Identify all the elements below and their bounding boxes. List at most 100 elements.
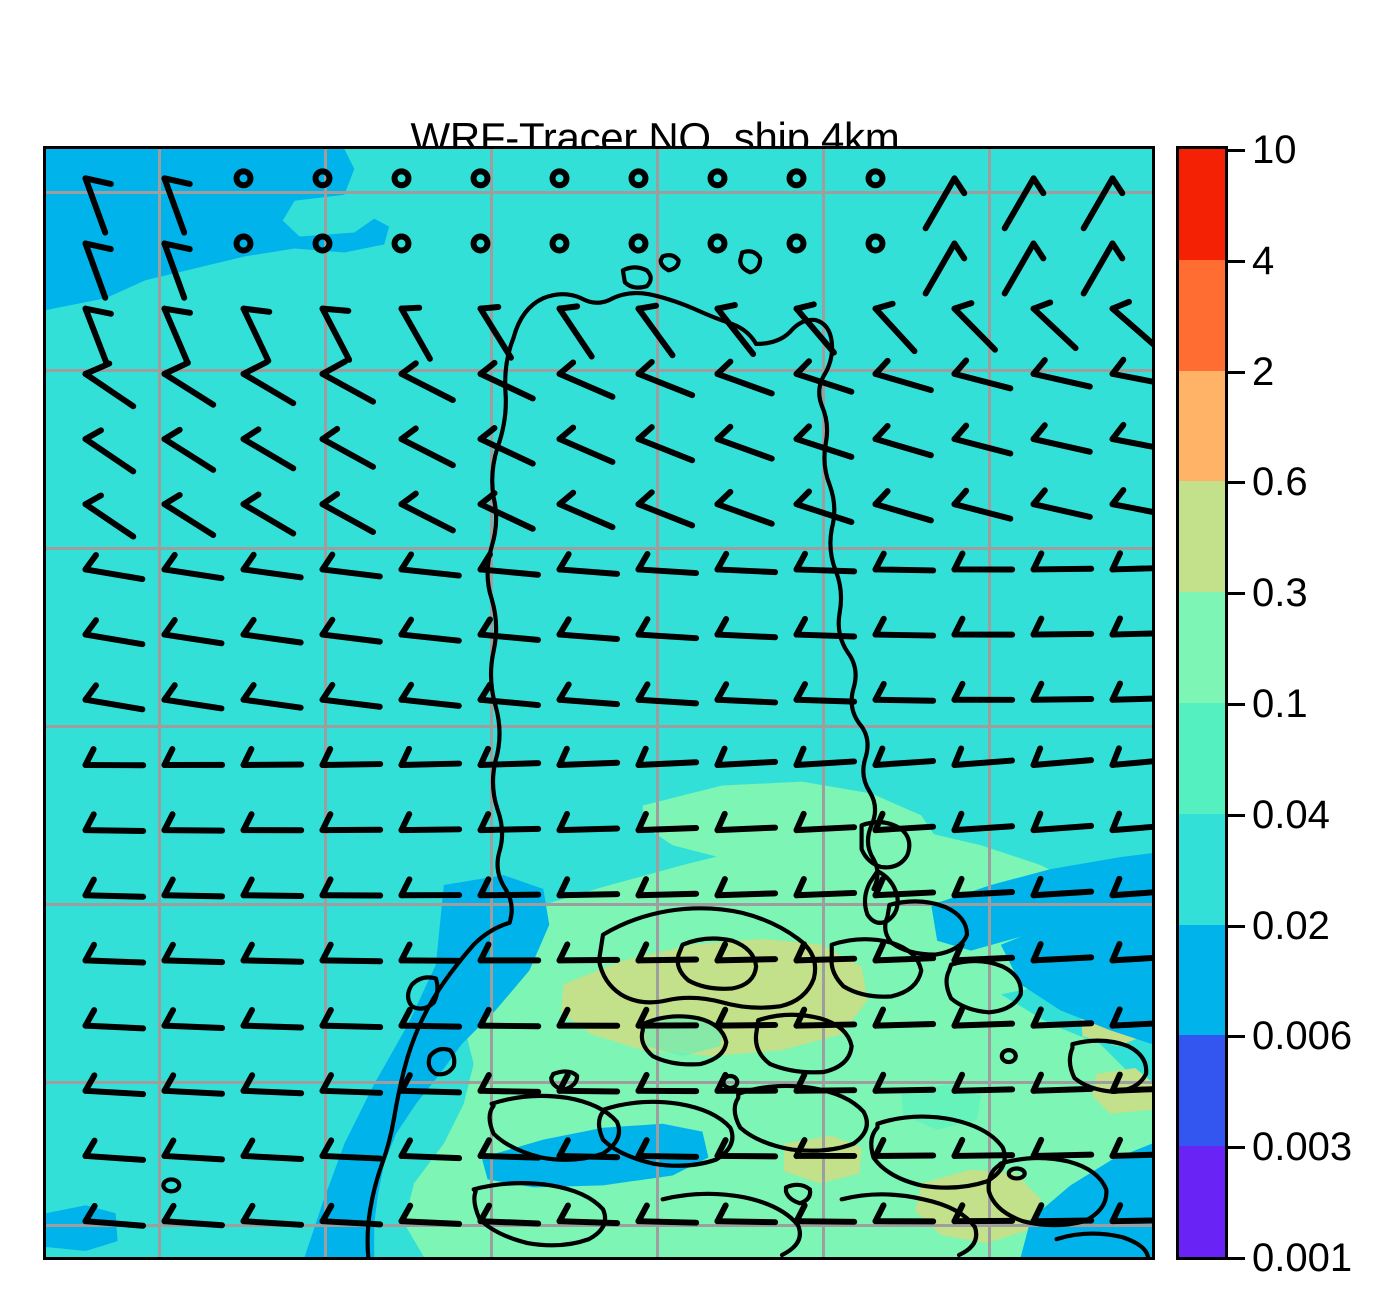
wind-barb xyxy=(638,1075,696,1091)
wind-barb xyxy=(481,944,539,960)
wind-barb xyxy=(85,1010,143,1029)
wind-barb xyxy=(797,1205,855,1222)
wind-barb xyxy=(876,1205,934,1221)
wind-barb xyxy=(954,876,1012,895)
wind-barb xyxy=(638,1009,696,1025)
wind-barb xyxy=(401,879,459,895)
map-panel[interactable] xyxy=(43,146,1155,1260)
wind-barb xyxy=(717,1205,775,1222)
wind-barb xyxy=(876,298,927,351)
wind-barb xyxy=(401,301,443,359)
wind-barb xyxy=(243,749,301,765)
wind-barb-calm xyxy=(632,237,646,251)
colorbar[interactable] xyxy=(1176,146,1228,1260)
wind-barb xyxy=(164,1075,222,1094)
wind-barb xyxy=(717,812,775,830)
wind-barb xyxy=(717,1075,775,1091)
wind-barb xyxy=(244,944,302,961)
wind-barb xyxy=(1113,297,1152,347)
wind-barb xyxy=(1033,941,1091,960)
wind-barb xyxy=(244,355,305,403)
wind-barb-calm xyxy=(553,237,567,251)
wind-barb xyxy=(1112,682,1152,700)
wind-barb xyxy=(401,554,460,576)
wind-barb xyxy=(954,942,1012,961)
wind-barb xyxy=(560,359,619,397)
wind-barb xyxy=(323,554,382,577)
wind-barb xyxy=(401,490,460,530)
wind-barb xyxy=(1032,810,1091,830)
wind-barb-calm xyxy=(316,171,330,185)
wind-barb xyxy=(85,1075,144,1094)
wind-barb xyxy=(1033,1139,1091,1156)
wind-barb xyxy=(1113,358,1152,385)
wind-barb xyxy=(85,814,143,831)
wind-barb xyxy=(85,945,143,963)
wind-barb xyxy=(481,684,540,705)
wind-barb xyxy=(85,236,125,298)
wind-barb xyxy=(1112,1073,1152,1091)
wind-barb xyxy=(638,944,696,961)
wind-barb xyxy=(954,1139,1012,1156)
wind-barb xyxy=(1112,1007,1152,1026)
colorbar-tick-label: 4 xyxy=(1252,238,1275,283)
colorbar-tick-label: 0.001 xyxy=(1252,1236,1353,1280)
wind-barb xyxy=(796,943,854,961)
colorbar-tick xyxy=(1228,149,1245,152)
colorbar-tick-label: 10 xyxy=(1252,128,1297,172)
wind-barb xyxy=(401,1075,459,1093)
wind-barb xyxy=(953,745,1012,765)
wind-barb xyxy=(926,178,969,236)
wind-barb xyxy=(1032,744,1091,765)
wind-barb xyxy=(560,490,619,528)
wind-barb xyxy=(481,619,540,640)
wind-barb xyxy=(876,554,934,571)
wind-barb xyxy=(1005,243,1048,301)
wind-barb xyxy=(322,748,380,765)
colorbar-segment xyxy=(1179,370,1225,482)
wind-barb xyxy=(1034,424,1094,452)
wind-barb xyxy=(480,879,538,896)
wind-barb xyxy=(954,358,1014,388)
wind-barb xyxy=(164,1010,222,1028)
wind-barb xyxy=(875,1140,933,1156)
wind-barb xyxy=(164,1205,223,1225)
wind-barb xyxy=(875,1008,933,1026)
wind-barb xyxy=(401,1140,459,1158)
colorbar-tick-label: 0.6 xyxy=(1252,460,1308,505)
colorbar-tick-label: 2 xyxy=(1252,349,1275,394)
wind-barb xyxy=(480,747,538,765)
wind-barb xyxy=(480,813,538,830)
wind-barb xyxy=(797,359,857,392)
wind-barb xyxy=(796,746,855,765)
wind-barb xyxy=(244,619,303,643)
wind-barb xyxy=(875,811,934,830)
wind-barb xyxy=(797,619,855,637)
colorbar-segment xyxy=(1179,924,1225,1036)
wind-barb xyxy=(560,684,619,704)
wind-barb xyxy=(875,1074,933,1091)
wind-barb xyxy=(244,425,302,468)
wind-barb xyxy=(717,554,775,573)
wind-barb xyxy=(481,1075,539,1092)
wind-barb xyxy=(876,424,936,455)
wind-barb xyxy=(164,944,222,962)
colorbar-tick xyxy=(1228,1035,1245,1039)
wind-barb xyxy=(638,812,696,830)
wind-barb xyxy=(875,942,933,960)
wind-barb xyxy=(323,490,381,532)
wind-barb xyxy=(401,944,459,960)
wind-barb xyxy=(164,814,222,830)
wind-barb xyxy=(560,1140,618,1157)
wind-barb xyxy=(1112,552,1152,570)
colorbar-labels: 10 4 2 0.6 0.3 0.1 0.04 0.02 0.006 0.003 0.001 xyxy=(1248,130,1398,1278)
wind-barb xyxy=(638,878,696,895)
wind-barb xyxy=(559,813,617,831)
wind-barb xyxy=(481,359,540,398)
colorbar-tick-label: 0.02 xyxy=(1252,903,1330,948)
colorbar-segment xyxy=(1179,702,1225,814)
wind-barb xyxy=(244,684,303,708)
colorbar-tick xyxy=(1228,592,1245,596)
wind-barb xyxy=(85,554,145,579)
wind-barb xyxy=(638,684,697,704)
